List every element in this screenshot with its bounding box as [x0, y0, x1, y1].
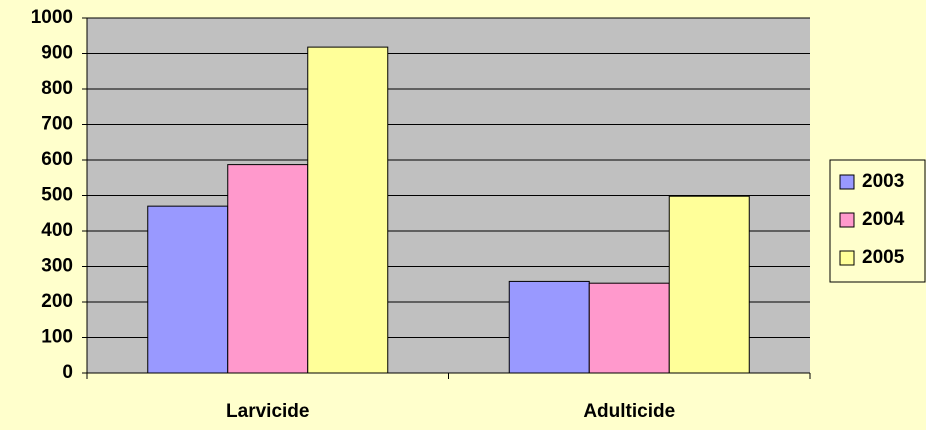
y-tick-label: 700	[41, 114, 73, 135]
legend-swatch	[839, 212, 855, 228]
y-tick-label: 200	[41, 291, 73, 312]
x-tick-label: Larvicide	[226, 401, 309, 422]
y-tick-label: 1000	[31, 7, 73, 28]
legend-label: 2005	[862, 247, 905, 268]
y-tick-label: 400	[41, 220, 73, 241]
y-tick-label: 900	[41, 43, 73, 64]
bar	[668, 195, 750, 374]
bar	[588, 282, 670, 374]
y-tick-label: 500	[41, 185, 73, 206]
bar	[508, 280, 590, 374]
bar	[307, 46, 389, 374]
legend-swatch	[839, 174, 855, 190]
legend-label: 2004	[862, 209, 905, 230]
bar	[147, 205, 229, 374]
y-tick-label: 0	[62, 362, 73, 383]
y-tick-label: 800	[41, 78, 73, 99]
y-tick-label: 300	[41, 256, 73, 277]
legend-swatch	[839, 250, 855, 266]
bar	[227, 164, 309, 374]
x-tick-label: Adulticide	[583, 401, 675, 422]
y-tick-label: 600	[41, 149, 73, 170]
legend-label: 2003	[862, 171, 904, 192]
y-tick-label: 100	[41, 327, 73, 348]
